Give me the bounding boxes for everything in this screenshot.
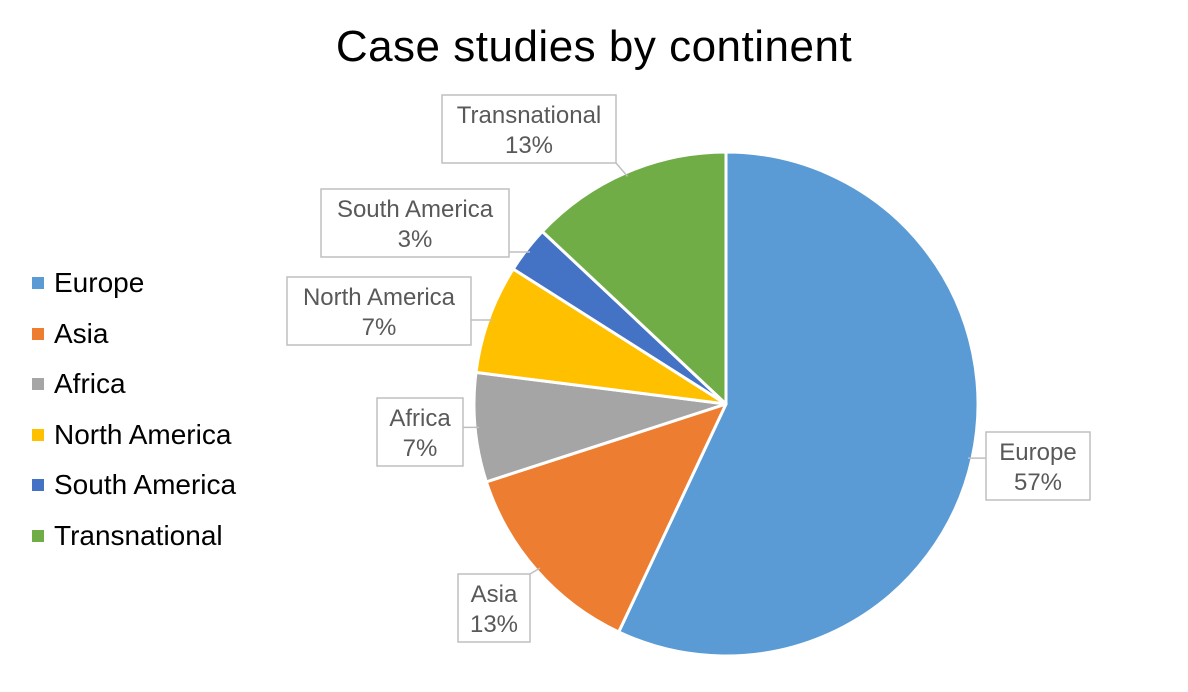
- legend-swatch-transnational: [32, 529, 44, 542]
- legend-swatch-south-america: [32, 479, 44, 492]
- chart-title: Case studies by continent: [335, 22, 853, 71]
- data-label-africa: Africa 7%: [376, 397, 480, 467]
- data-label-category: Asia: [471, 581, 518, 608]
- legend-swatch-africa: [32, 378, 44, 391]
- data-label-value: 7%: [362, 314, 397, 341]
- data-label-category: Transnational: [457, 102, 602, 129]
- legend-item: South America: [32, 460, 236, 511]
- legend-item: North America: [32, 410, 236, 461]
- legend: Europe Asia Africa North America South A…: [32, 258, 236, 561]
- legend-label-europe: Europe: [54, 267, 145, 299]
- data-label-value: 13%: [470, 611, 518, 638]
- callout-box: [441, 94, 617, 164]
- data-label-category: North America: [303, 284, 456, 311]
- legend-item: Europe: [32, 258, 236, 309]
- callout-box: [985, 431, 1091, 501]
- legend-item: Africa: [32, 359, 236, 410]
- data-label-category: Europe: [999, 439, 1076, 466]
- legend-swatch-north-america: [32, 428, 44, 441]
- callout-box: [320, 188, 510, 258]
- legend-swatch-asia: [32, 327, 44, 340]
- data-label-value: 57%: [1014, 469, 1062, 496]
- legend-label-transnational: Transnational: [54, 519, 223, 551]
- data-label-value: 13%: [505, 132, 553, 159]
- legend-swatch-europe: [32, 277, 44, 290]
- callout-box: [376, 397, 464, 467]
- legend-label-asia: Asia: [54, 317, 109, 349]
- data-label-asia: Asia 13%: [457, 567, 541, 643]
- data-label-value: 7%: [403, 435, 438, 462]
- data-label-category: South America: [337, 196, 494, 223]
- pie-slice-transnational: [540, 150, 728, 406]
- data-label-value: 3%: [398, 226, 433, 253]
- legend-label-africa: Africa: [54, 368, 126, 400]
- callout-pointer: [529, 567, 541, 575]
- callout-box: [457, 573, 531, 643]
- legend-label-north-america: North America: [54, 418, 232, 450]
- data-label-north-america: North America 7%: [286, 276, 493, 346]
- callout-pointer: [615, 162, 629, 177]
- legend-item: Transnational: [32, 511, 236, 562]
- pie-slice-north-america: [474, 267, 728, 406]
- callout-box: [286, 276, 472, 346]
- data-label-transnational: Transnational 13%: [441, 94, 629, 177]
- data-label-europe: Europe 57%: [968, 431, 1091, 501]
- legend-label-south-america: South America: [54, 469, 237, 501]
- legend-item: Asia: [32, 309, 236, 360]
- data-label-category: Africa: [389, 405, 451, 432]
- pie-slice-europe: [617, 150, 980, 658]
- data-label-south-america: South America 3%: [320, 188, 531, 258]
